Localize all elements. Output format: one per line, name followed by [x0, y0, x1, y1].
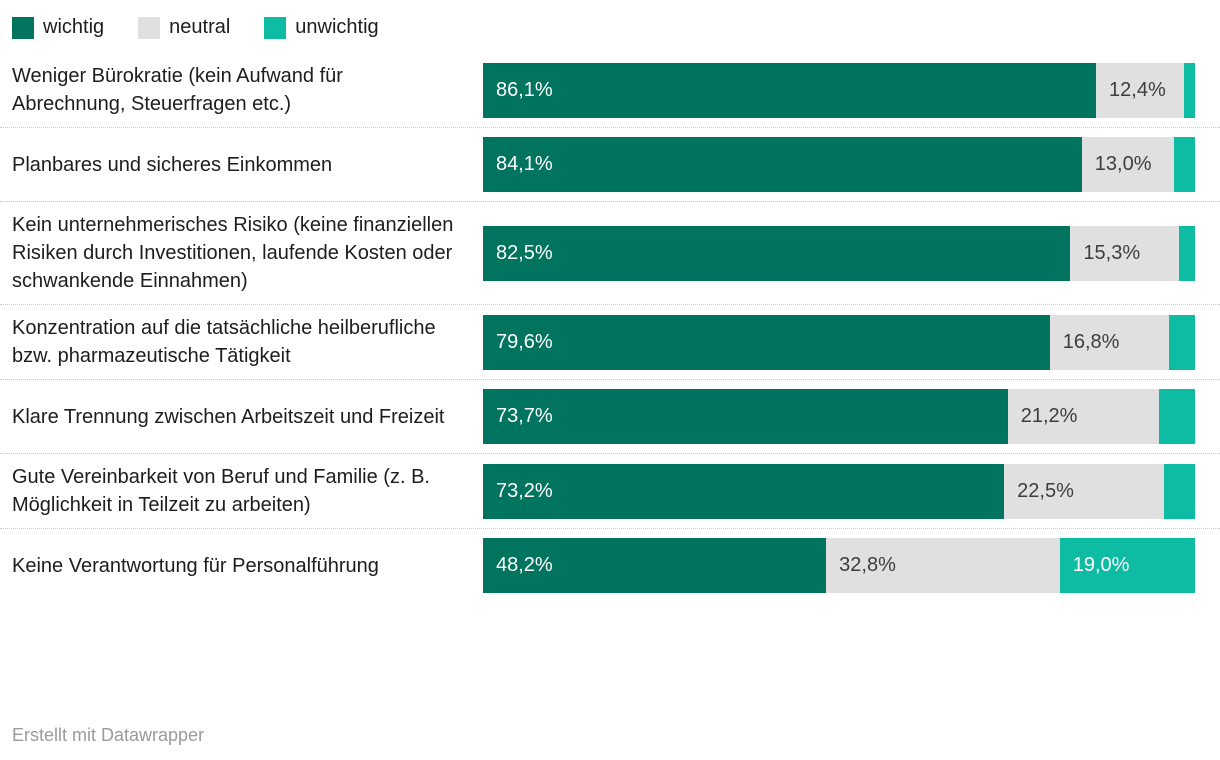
category-label: Gute Vereinbarkeit von Beruf und Familie…: [12, 466, 430, 516]
bar-chart: Weniger Bürokratie (kein Aufwand für Abr…: [0, 53, 1220, 602]
legend-item-label: neutral: [169, 16, 231, 38]
bar-segment-wichtig: 73,7%: [483, 389, 1008, 444]
stacked-bar: 73,2% 22,5%: [483, 463, 1195, 519]
legend-swatch-icon: [264, 16, 287, 39]
segment-value-label: 13,0%: [1094, 153, 1152, 175]
bar-segment-neutral: 21,2%: [1007, 389, 1159, 444]
legend-item-label: unwichtig: [295, 16, 379, 38]
segment-value-label: 79,6%: [496, 330, 553, 353]
legend-swatch-icon: [12, 16, 34, 39]
legend-item: unwichtig: [264, 16, 379, 39]
legend-item-label: wichtig: [43, 16, 105, 38]
bar-segment-neutral: 32,8%: [826, 538, 1060, 593]
chart-row: Keine Verantwortung für Personalführung …: [0, 528, 1220, 602]
segment-value-label: 86,1%: [496, 78, 553, 101]
segment-value-label: 73,2%: [496, 479, 553, 502]
category-label: Klare Trennung zwischen Arbeitszeit und …: [12, 405, 445, 428]
segment-value-label: 15,3%: [1083, 241, 1141, 264]
segment-value-label: 82,5%: [496, 241, 553, 264]
bar-segment-neutral: 15,3%: [1070, 225, 1180, 281]
chart-legend: wichtig neutral unwichtig: [0, 12, 1220, 53]
chart-row: Konzentration auf die tatsächliche heilb…: [0, 304, 1220, 379]
stacked-bar: 48,2% 32,8% 19,0%: [483, 538, 1195, 593]
stacked-bar: 84,1% 13,0%: [483, 137, 1195, 192]
bar-segment-wichtig: 86,1%: [483, 62, 1097, 118]
chart-row: Gute Vereinbarkeit von Beruf und Familie…: [0, 453, 1220, 528]
stacked-bar: 73,7% 21,2%: [483, 389, 1195, 444]
legend-item: neutral: [138, 16, 230, 39]
segment-value-label: 16,8%: [1062, 330, 1120, 353]
segment-value-label: 84,1%: [496, 153, 553, 175]
legend-swatch-icon: [138, 16, 161, 39]
segment-value-label: 12,4%: [1109, 78, 1166, 101]
bar-segment-wichtig: 73,2%: [483, 463, 1005, 519]
bar-segment-neutral: 22,5%: [1004, 463, 1165, 519]
bar-segment-neutral: 16,8%: [1049, 314, 1170, 370]
bar-segment-unwichtig: [1179, 225, 1195, 281]
category-label: Konzentration auf die tatsächliche heilb…: [12, 317, 436, 367]
attribution-text: Erstellt mit Datawrapper: [12, 725, 205, 745]
bar-segment-neutral: 12,4%: [1096, 62, 1185, 118]
segment-value-label: 19,0%: [1072, 554, 1130, 576]
bar-segment-unwichtig: [1169, 314, 1195, 370]
bar-segment-unwichtig: 19,0%: [1059, 538, 1195, 593]
bar-segment-unwichtig: [1184, 62, 1195, 118]
segment-value-label: 21,2%: [1020, 405, 1078, 427]
category-label: Kein unternehmerisches Risiko (keine fin…: [12, 214, 454, 292]
bar-segment-unwichtig: [1164, 463, 1195, 519]
segment-value-label: 48,2%: [496, 554, 553, 576]
chart-row: Weniger Bürokratie (kein Aufwand für Abr…: [0, 53, 1220, 127]
bar-segment-wichtig: 79,6%: [483, 314, 1050, 370]
bar-segment-unwichtig: [1174, 137, 1195, 192]
stacked-bar: 79,6% 16,8%: [483, 314, 1195, 370]
stacked-bar: 82,5% 15,3%: [483, 225, 1195, 281]
category-label: Weniger Bürokratie (kein Aufwand für Abr…: [12, 65, 343, 115]
category-label: Keine Verantwortung für Personalführung: [12, 554, 379, 577]
bar-segment-wichtig: 48,2%: [483, 538, 827, 593]
bar-segment-unwichtig: [1158, 389, 1195, 444]
segment-value-label: 32,8%: [839, 554, 896, 576]
category-label: Planbares und sicheres Einkommen: [12, 153, 333, 176]
segment-value-label: 73,7%: [496, 405, 553, 427]
bar-segment-wichtig: 82,5%: [483, 225, 1071, 281]
chart-row: Klare Trennung zwischen Arbeitszeit und …: [0, 379, 1220, 453]
bar-segment-neutral: 13,0%: [1081, 137, 1175, 192]
bar-segment-wichtig: 84,1%: [483, 137, 1082, 192]
legend-item: wichtig: [12, 16, 104, 39]
chart-row: Kein unternehmerisches Risiko (keine fin…: [0, 201, 1220, 304]
segment-value-label: 22,5%: [1017, 479, 1074, 502]
chart-row: Planbares und sicheres Einkommen 84,1% 13…: [0, 127, 1220, 201]
stacked-bar: 86,1% 12,4%: [483, 62, 1195, 118]
